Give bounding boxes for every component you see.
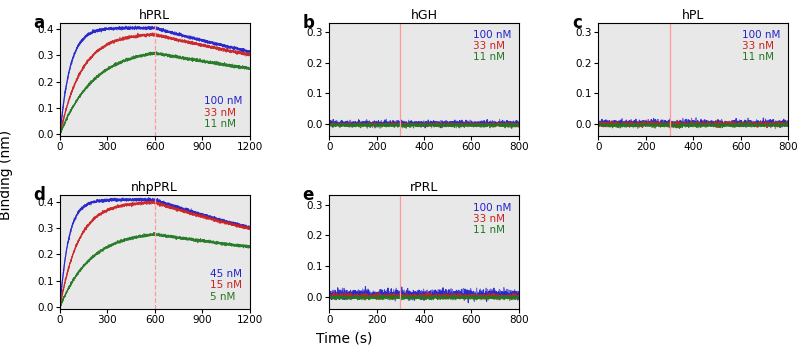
Title: hPRL: hPRL (139, 8, 170, 22)
Title: rPRL: rPRL (410, 181, 438, 194)
Text: d: d (34, 186, 46, 204)
Text: Binding (nm): Binding (nm) (0, 129, 14, 220)
Text: b: b (302, 14, 314, 32)
Legend: 100 nM, 33 nM, 11 nM: 100 nM, 33 nM, 11 nM (202, 94, 244, 131)
Legend: 100 nM, 33 nM, 11 nM: 100 nM, 33 nM, 11 nM (471, 28, 514, 65)
Legend: 45 nM, 15 nM, 5 nM: 45 nM, 15 nM, 5 nM (208, 267, 244, 304)
Text: Time (s): Time (s) (316, 332, 372, 346)
Text: a: a (34, 14, 45, 32)
Title: nhpPRL: nhpPRL (131, 181, 178, 194)
Legend: 100 nM, 33 nM, 11 nM: 100 nM, 33 nM, 11 nM (471, 201, 514, 237)
Text: c: c (572, 14, 582, 32)
Legend: 100 nM, 33 nM, 11 nM: 100 nM, 33 nM, 11 nM (740, 28, 782, 65)
Title: hGH: hGH (410, 8, 438, 22)
Text: e: e (302, 186, 314, 204)
Title: hPL: hPL (682, 8, 704, 22)
